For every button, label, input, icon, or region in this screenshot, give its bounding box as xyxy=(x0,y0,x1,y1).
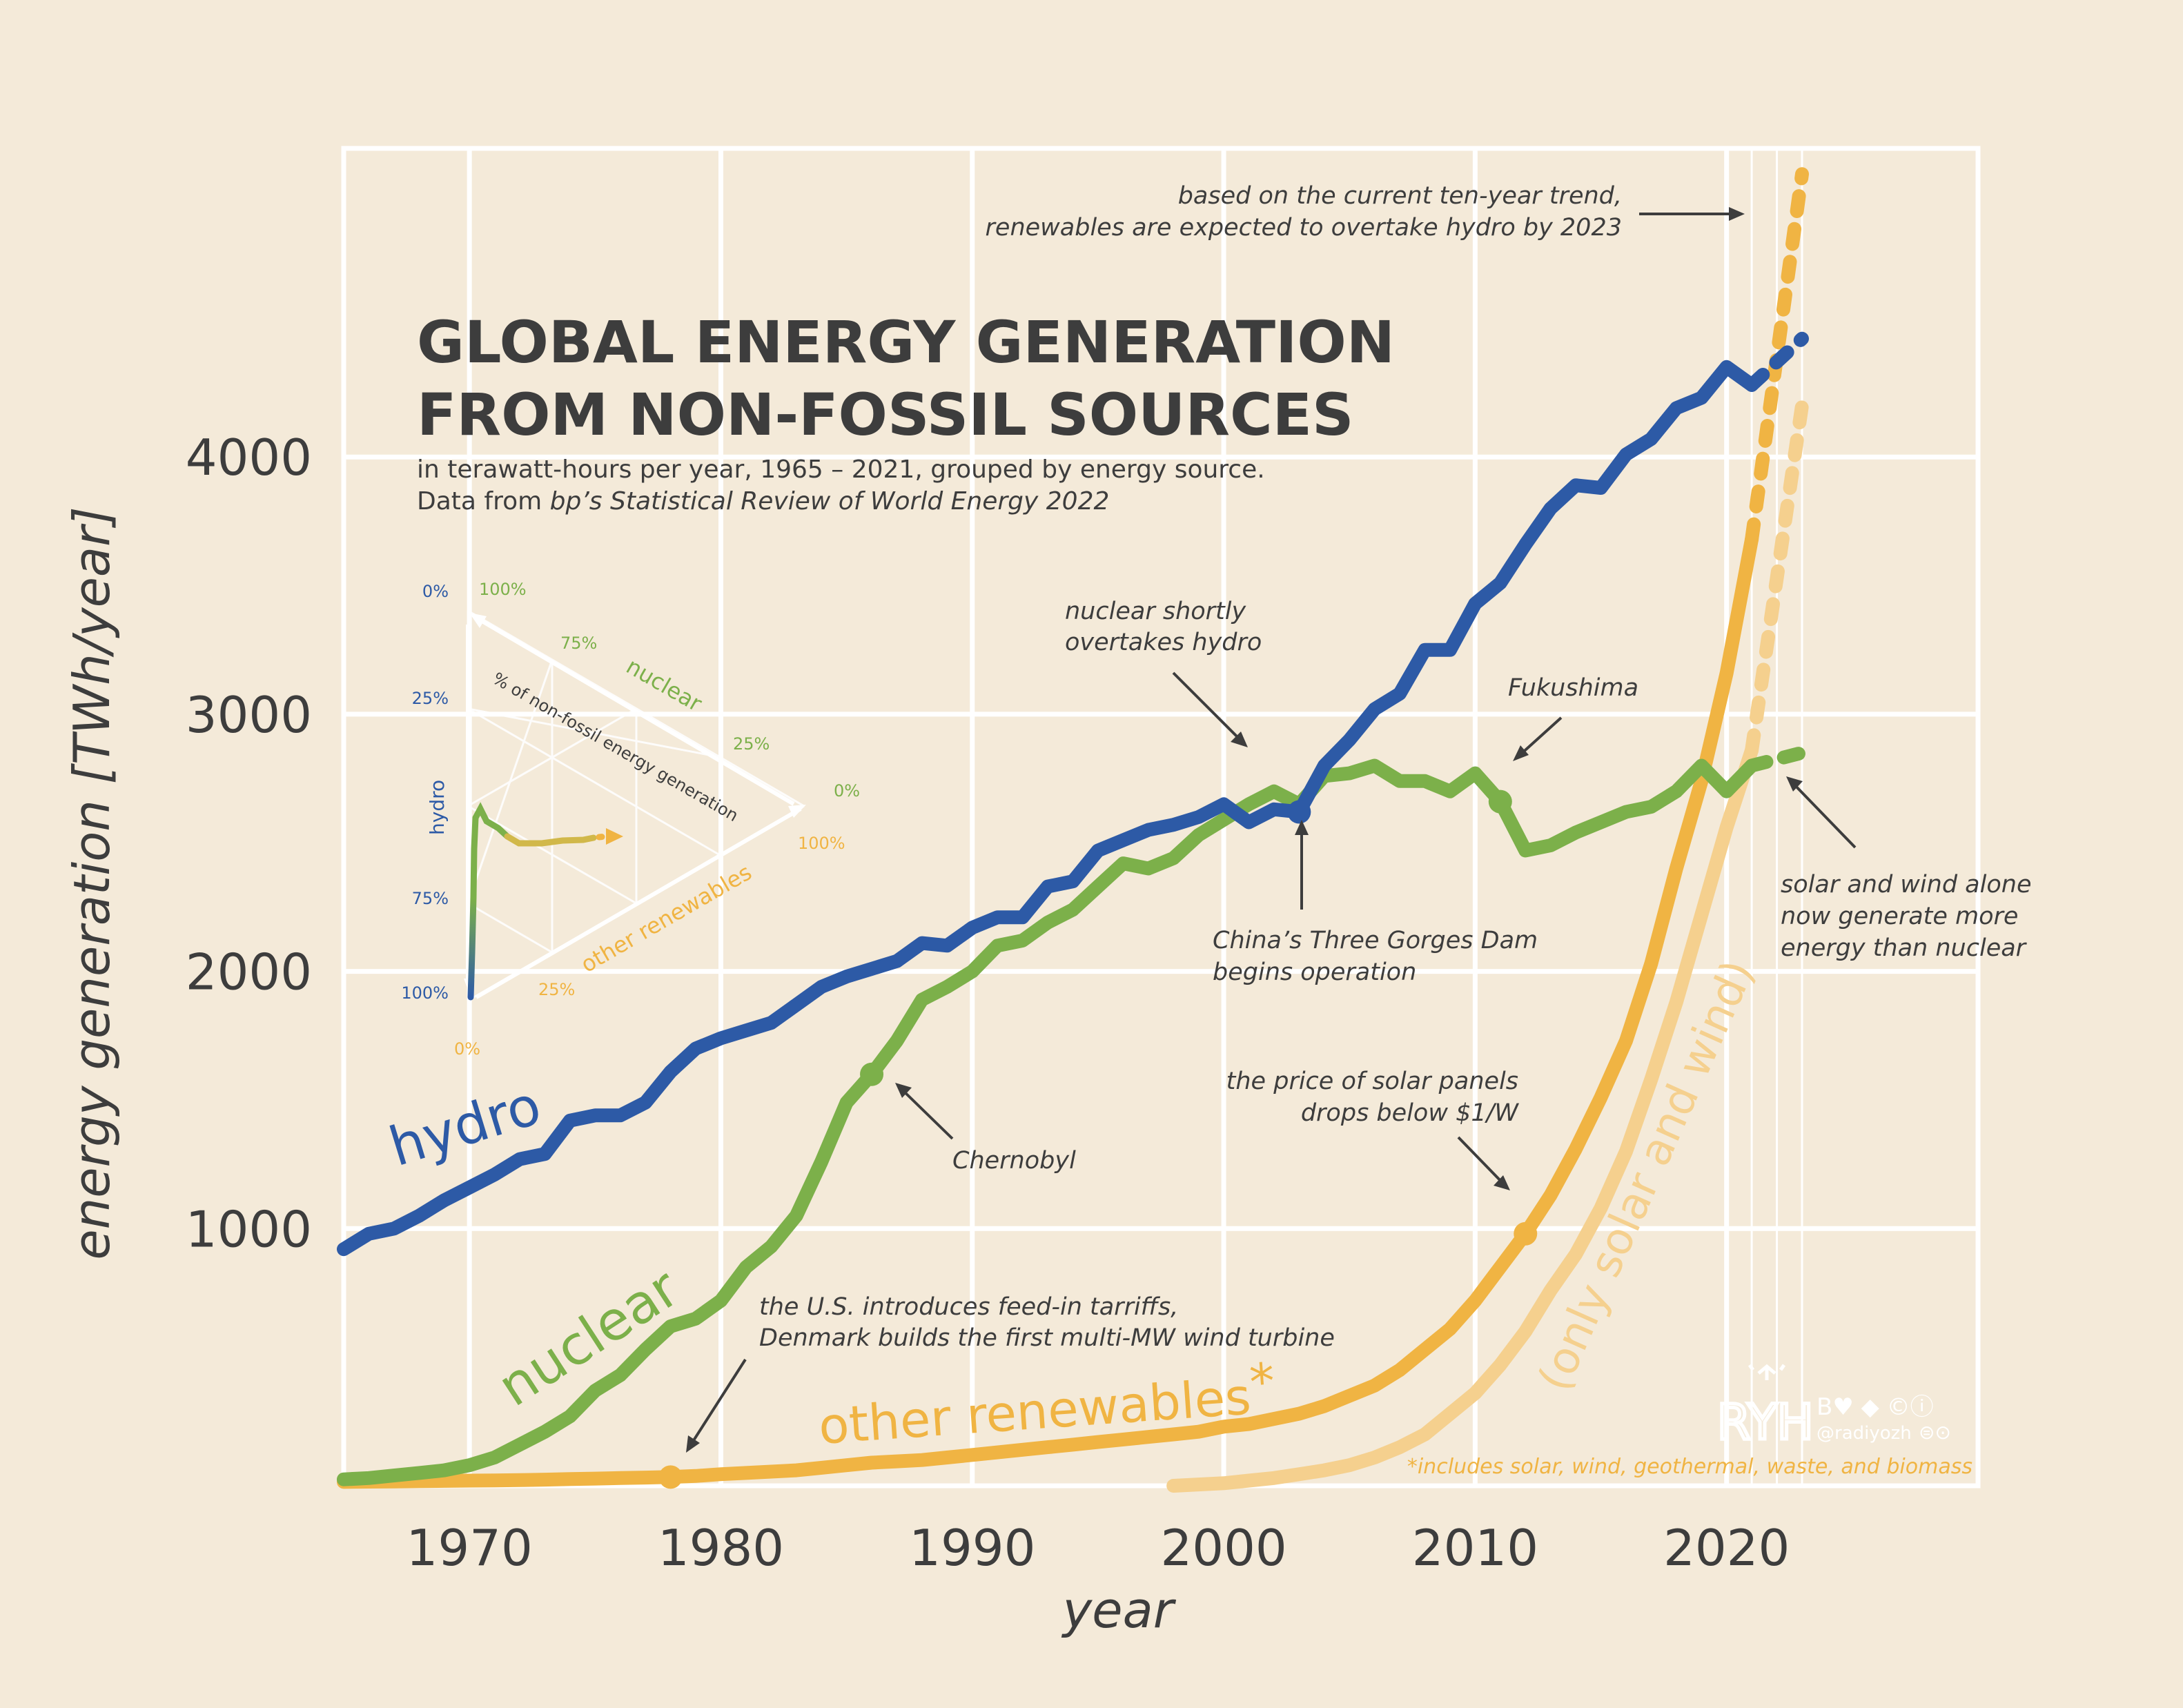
x-tick-label: 1970 xyxy=(407,1519,533,1577)
annotation-chernobyl-arrow xyxy=(899,1087,954,1140)
annotation-us-denmark-line1: the U.S. introduces feed-in tarriffs, xyxy=(759,1293,1178,1321)
series-line-nuclear xyxy=(337,758,1759,1486)
annotation-us-denmark-arrowhead xyxy=(686,1435,700,1453)
annotation-solar-price-line1: the price of solar panels xyxy=(1226,1068,1518,1095)
series-line-other xyxy=(337,532,1759,1489)
event-marker-2 xyxy=(1287,800,1311,824)
y-axis-ticks: 1000 2000 3000 4000 xyxy=(186,429,312,1258)
chart-title-line1: GLOBAL ENERGY GENERATION xyxy=(417,308,1395,376)
ternary-other-tick-25: 25% xyxy=(538,980,575,999)
annotation-fukushima-arrowhead xyxy=(1513,745,1529,761)
annotation-three-gorges-arrowhead xyxy=(1295,820,1309,835)
x-tick-label: 2010 xyxy=(1412,1519,1538,1577)
annotation-trend-arrowhead xyxy=(1729,207,1745,221)
annotation-solar-wind-line3: energy than nuclear xyxy=(1781,934,2028,962)
ternary-hydro-tick-25: 25% xyxy=(412,689,449,708)
annotation-solar-wind-line1: solar and wind alone xyxy=(1781,871,2031,899)
ternary-nuclear-arrowhead xyxy=(469,613,487,628)
annotation-us-denmark-arrow xyxy=(689,1358,747,1447)
annotation-solar-price-arrow xyxy=(1457,1136,1506,1186)
label-other-renewables-star: * xyxy=(1248,1352,1277,1411)
y-tick-label: 3000 xyxy=(186,686,312,744)
footnote: *includes solar, wind, geothermal, waste… xyxy=(1407,1455,1972,1479)
ternary-nuclear-tick-25: 25% xyxy=(733,734,770,754)
annotation-three-gorges-line2: begins operation xyxy=(1213,959,1416,986)
event-marker-0 xyxy=(860,1062,884,1086)
annotation-solar-price-arrowhead xyxy=(1494,1175,1510,1190)
annotation-trend-line2: renewables are expected to overtake hydr… xyxy=(986,214,1622,242)
event-marker-1 xyxy=(1488,789,1512,814)
event-marker-3 xyxy=(1514,1221,1538,1246)
ternary-other-arrowhead xyxy=(788,805,806,818)
ternary-nuclear-tick-0: 0% xyxy=(834,781,860,801)
ternary-trajectory-nuclear xyxy=(472,802,511,840)
subtitle-source-prefix: Data from xyxy=(417,487,550,516)
annotation-solar-wind-arrow xyxy=(1790,781,1857,849)
annotation-solar-price-line2: drops below $1/W xyxy=(1301,1099,1520,1127)
x-tick-label: 1980 xyxy=(658,1519,784,1577)
annotation-nuclear-overtakes-line1: nuclear shortly xyxy=(1065,598,1246,625)
annotation-nuclear-overtakes-arrowhead xyxy=(1231,732,1248,747)
annotation-trend-line1: based on the current ten-year trend, xyxy=(1178,182,1622,210)
series-line-hydro xyxy=(337,360,1759,1257)
ternary-other-tick-100: 100% xyxy=(798,834,845,853)
social-icons: B♥ ◆ ©ⓘ xyxy=(1817,1393,1934,1421)
series-projection-hydro xyxy=(1745,331,1809,392)
series-projection-nuclear xyxy=(1745,745,1809,773)
x-axis-ticks: 1970 1980 1990 2000 2010 2020 xyxy=(407,1519,1790,1577)
x-axis-label: year xyxy=(1061,1581,1177,1639)
logo-sprout-icon xyxy=(1748,1364,1786,1380)
chart-title-line2: FROM NON-FOSSIL SOURCES xyxy=(417,381,1354,449)
credit-handle: @radiyozh xyxy=(1817,1423,1912,1444)
license-icons: ⊜⊙ xyxy=(1919,1421,1951,1444)
plot-frame xyxy=(341,146,1981,1489)
ternary-trajectory-other xyxy=(504,833,597,847)
logo-mark: RYH xyxy=(1717,1394,1814,1451)
ternary-nuclear-tick-100: 100% xyxy=(479,580,527,599)
subtitle-line2: Data from bp’s Statistical Review of Wor… xyxy=(417,487,1109,516)
annotation-solar-wind-arrowhead xyxy=(1786,776,1803,792)
ternary-nuclear-axis xyxy=(475,616,795,806)
ternary-trajectory-hydro-to-nuclear xyxy=(467,814,479,1001)
subtitle-line1: in terawatt-hours per year, 1965 – 2021,… xyxy=(417,455,1265,484)
ternary-hydro-tick-0: 0% xyxy=(422,582,449,601)
series-line-solarwind xyxy=(1166,743,1759,1493)
annotation-nuclear-overtakes-arrow xyxy=(1172,671,1244,743)
annotation-fukushima: Fukushima xyxy=(1508,674,1638,702)
ternary-other-tick-0: 0% xyxy=(454,1039,480,1059)
annotation-chernobyl-arrowhead xyxy=(895,1083,912,1098)
y-axis-label: energy generation [TWh/year] xyxy=(63,507,121,1259)
series-group xyxy=(337,167,1809,1493)
ternary-trajectory-arrowhead xyxy=(606,828,623,845)
x-tick-label: 2000 xyxy=(1160,1519,1286,1577)
annotation-three-gorges-line1: China’s Three Gorges Dam xyxy=(1213,927,1538,954)
y-tick-label: 4000 xyxy=(186,429,312,487)
ternary-hydro-tick-75: 75% xyxy=(412,889,449,908)
ternary-trajectory-projection xyxy=(596,833,611,841)
ternary-hydro-label: hydro xyxy=(426,780,449,835)
annotation-us-denmark-line2: Denmark builds the first multi-MW wind t… xyxy=(759,1324,1335,1352)
series-projection-solarwind xyxy=(1745,398,1809,758)
event-marker-4 xyxy=(658,1465,683,1489)
ternary-other-axis xyxy=(475,807,802,999)
event-markers xyxy=(658,789,1538,1489)
ternary-nuclear-tick-75: 75% xyxy=(560,634,597,653)
annotation-fukushima-arrow xyxy=(1517,716,1563,758)
y-tick-label: 1000 xyxy=(186,1200,312,1258)
x-tick-label: 1990 xyxy=(909,1519,1035,1577)
annotation-solar-wind-line2: now generate more xyxy=(1781,903,2018,930)
annotation-nuclear-overtakes-line2: overtakes hydro xyxy=(1065,629,1262,656)
logo: RYH B♥ ◆ ©ⓘ @radiyozh ⊜⊙ xyxy=(1716,1364,1951,1453)
subtitle-source-name: bp’s Statistical Review of World Energy … xyxy=(550,487,1110,516)
ternary-hydro-tick-100: 100% xyxy=(401,983,449,1003)
annotation-chernobyl: Chernobyl xyxy=(952,1147,1076,1175)
x-tick-label: 2020 xyxy=(1663,1519,1790,1577)
y-tick-label: 2000 xyxy=(186,943,312,1001)
